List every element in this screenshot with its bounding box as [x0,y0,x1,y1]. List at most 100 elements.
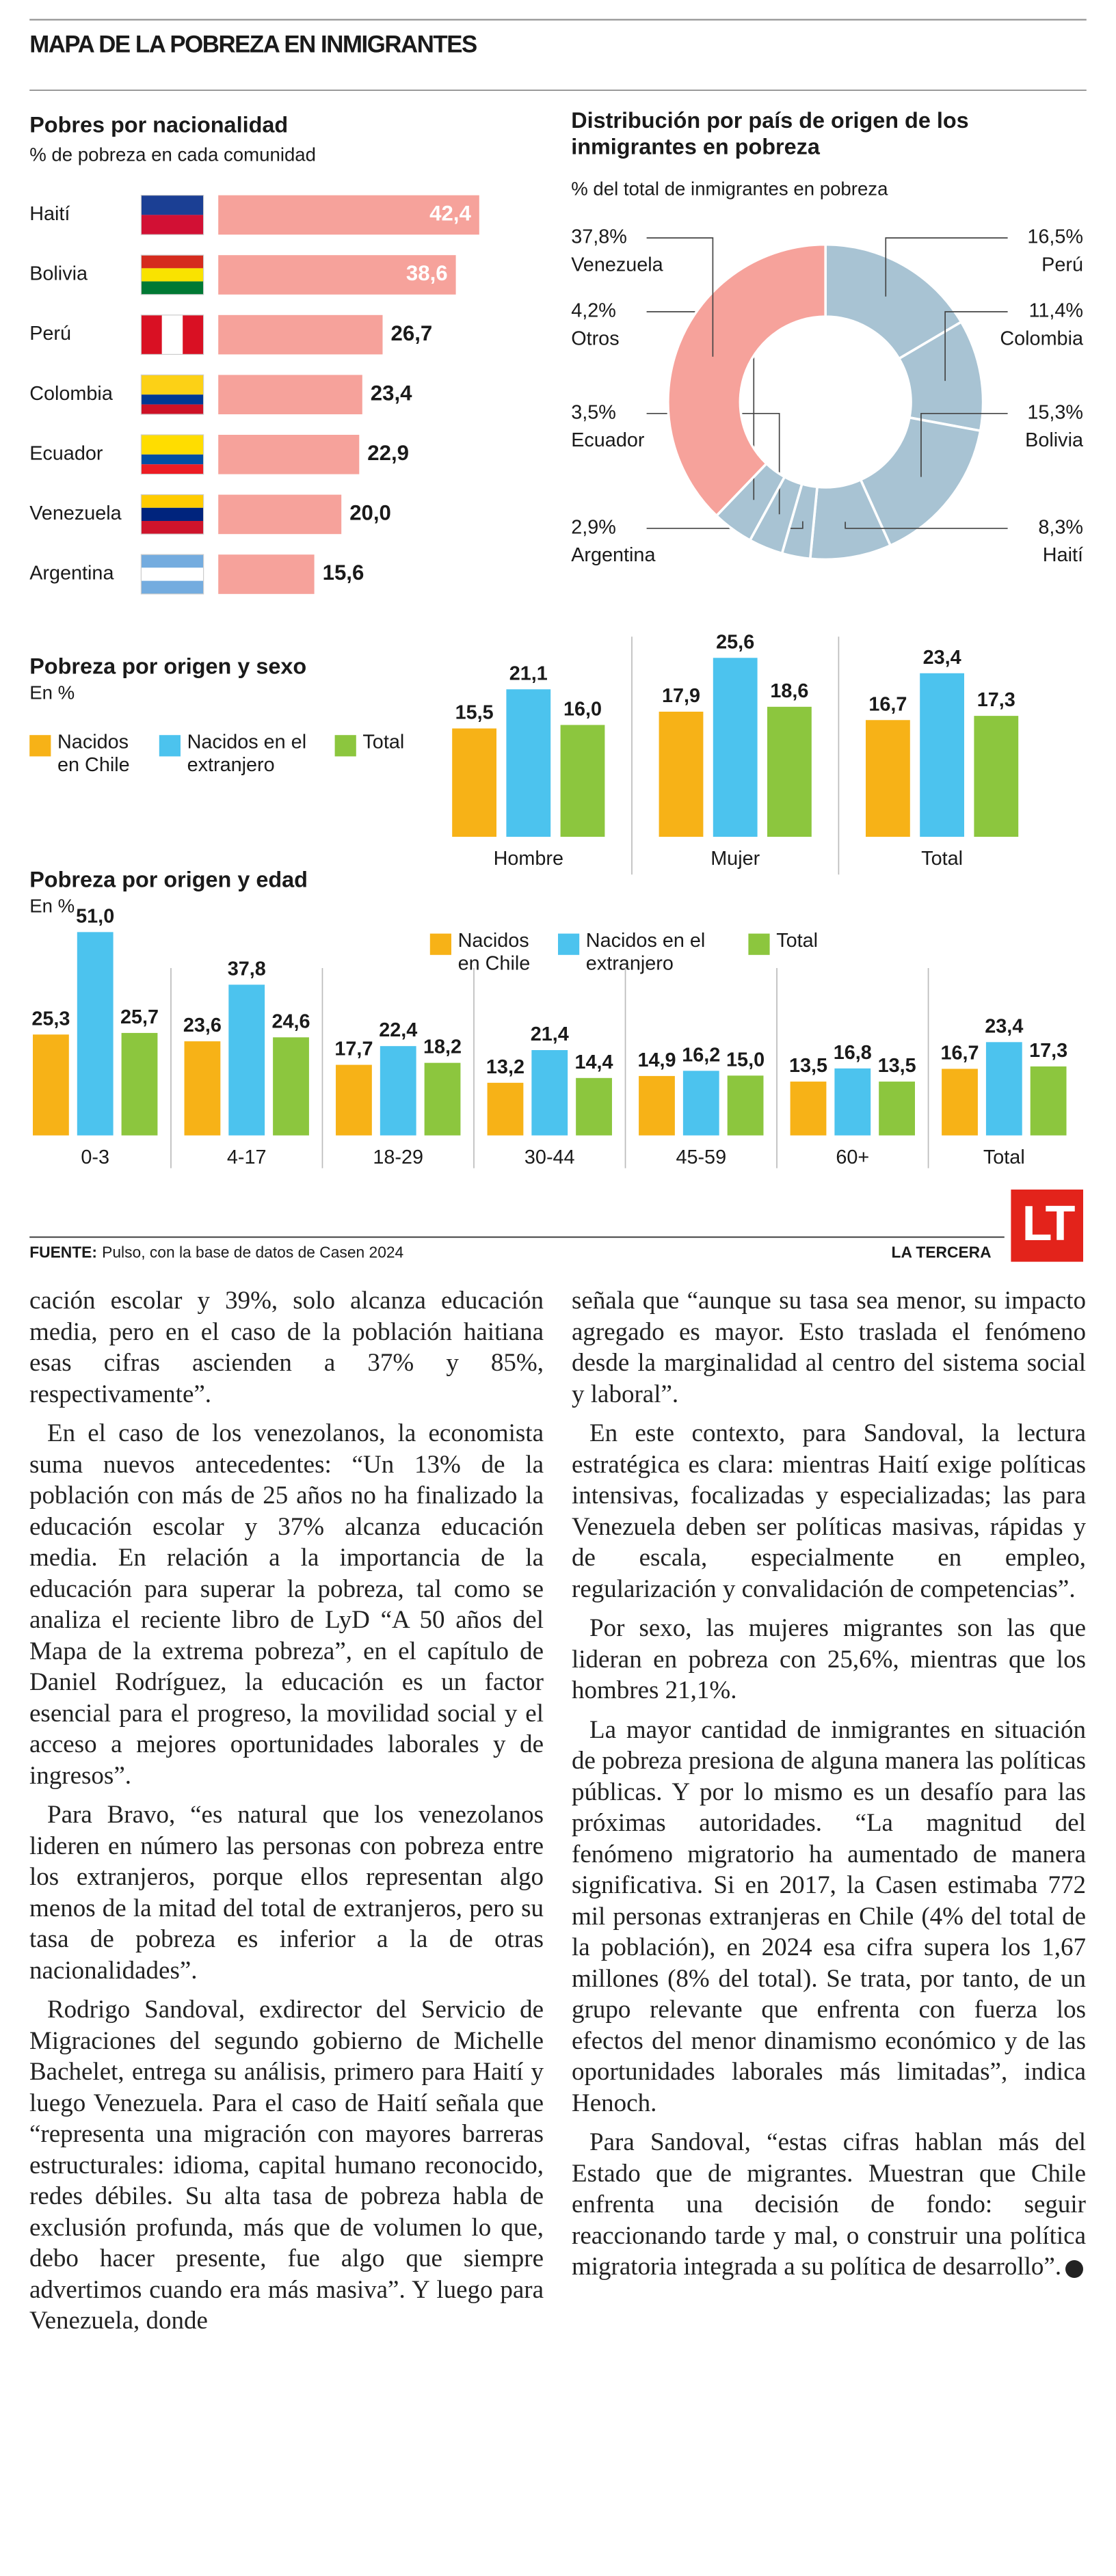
donut-segment [824,243,964,361]
category-label: Haití [29,203,70,225]
x-tick-label: Total [983,1146,1025,1168]
end-mark [1065,2259,1084,2278]
leader-line [920,412,1008,477]
bar [560,725,605,837]
flag-stripe [141,255,204,269]
paragraph-text: señala que “aunque su tasa sea menor, su… [572,1287,1086,1408]
legend-label: Nacidos en el extranjero [585,930,706,975]
value-label: 22,9 [367,441,409,465]
leader-line [944,311,1008,381]
article-right: señala que “aunque su tasa sea menor, su… [572,1285,1086,2291]
flag-stripe [161,314,183,355]
chart-title-box: Distribución por país de origen de los i… [571,108,969,158]
bar [682,1071,719,1136]
bar [639,1075,675,1136]
value-label: 15,5 [455,702,494,724]
bar [974,716,1019,837]
flag-stripe [141,268,204,282]
value-label: 11,4% [1028,300,1083,322]
paragraph-text: En el caso de los venezolanos, la econom… [29,1419,544,1790]
source-label: FUENTE: [29,1244,97,1261]
paragraph: señala que “aunque su tasa sea menor, su… [572,1285,1086,1410]
bar [33,1034,69,1136]
bar [834,1068,871,1136]
paragraph-text: En este contexto, para Sandoval, la lect… [572,1419,1086,1603]
legend-label-box: Total [362,732,404,753]
chart-subtitle: En % [29,895,75,916]
bar [713,658,758,837]
flag-stripe [141,464,204,474]
bar [218,435,360,474]
bar [218,494,342,535]
x-tick-label: 60+ [836,1146,869,1168]
legend-label-box: Nacidos en el extranjero [187,732,307,775]
value-label: 16,2 [682,1044,720,1066]
legend-swatch [429,933,451,955]
chart-title: Pobreza por origen y sexo [29,654,306,678]
donut-segment [859,416,982,548]
value-label: 37,8% [571,226,627,248]
value-label: 18,2 [423,1036,462,1058]
leader-line [845,522,1008,529]
value-label: 16,8 [834,1042,872,1064]
footer-source: FUENTE: Pulso, con la base de datos de Ca… [29,1244,403,1261]
value-label: 23,4 [923,647,961,669]
x-tick-label: 45-59 [676,1146,726,1168]
flag-stripe [141,314,162,355]
bar [879,1082,915,1136]
paragraph: Por sexo, las mujeres migrantes son las … [572,1613,1086,1706]
legend-swatch [748,933,770,955]
bar [273,1037,309,1136]
x-tick-label: 18-29 [373,1146,423,1168]
legend-label: Nacidos en Chile [457,930,531,975]
paragraph: Rodrigo Sandoval, exdirector del Servici… [29,1994,544,2337]
leader-line [646,237,714,357]
value-label: 16,7 [940,1042,979,1064]
value-label: 14,9 [637,1049,676,1071]
chart-title: Pobres por nacionalidad [29,112,288,137]
flag-frame [140,195,204,235]
flag-frame [140,254,204,295]
category-label: Ecuador [571,429,645,451]
category-label: Argentina [571,544,656,566]
bar [659,711,704,837]
value-label: 16,7 [868,693,907,715]
category-label: Otros [571,327,619,349]
value-label: 17,9 [662,685,700,707]
value-label: 15,3% [1027,401,1083,423]
bar [866,720,910,837]
leader-line [885,237,1008,297]
paragraph: cación escolar y 39%, solo alcanza educa… [29,1285,544,1410]
paragraph-text: Por sexo, las mujeres migrantes son las … [572,1614,1086,1704]
x-tick-label: 30-44 [524,1146,575,1168]
chart-title: Pobreza por origen y edad [29,867,308,891]
legend-label-box: Nacidos en Chile [457,930,531,975]
category-label: Colombia [29,383,114,405]
paragraph: En este contexto, para Sandoval, la lect… [572,1418,1086,1605]
flag-stripe [141,394,204,405]
flag-stripe [141,215,204,235]
paragraph: Para Sandoval, “estas cifras hablan más … [572,2127,1086,2283]
legend-label: Nacidos en Chile [57,732,130,776]
x-tick-label: 4-17 [227,1146,267,1168]
category-label: Colombia [1000,327,1084,349]
paragraph-text: Para Sandoval, “estas cifras hablan más … [572,2128,1086,2281]
category-label: Argentina [29,563,114,585]
value-label: 18,6 [770,680,808,702]
chart-subtitle: En % [29,682,75,703]
paragraph: Para Bravo, “es natural que los venezola… [29,1799,544,1986]
x-tick-label: Hombre [494,848,563,870]
flag-stripe [141,521,204,535]
value-label: 23,4 [985,1015,1023,1037]
flag-stripe [141,567,204,581]
flag-stripe [141,494,204,508]
category-label: Bolivia [1025,429,1084,451]
bar [531,1049,568,1136]
flag-stripe [141,195,204,215]
bar [184,1041,221,1136]
bar [424,1062,461,1136]
paragraph-text: La mayor cantidad de inmigrantes en situ… [572,1715,1086,2117]
bar [336,1064,372,1136]
flag-frame [140,434,204,475]
